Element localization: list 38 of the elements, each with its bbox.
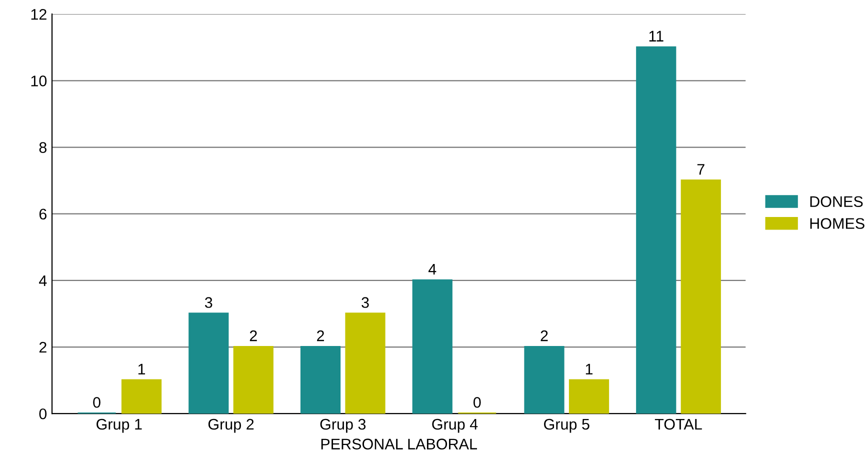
y-tick-label: 2 <box>39 342 46 353</box>
y-tick-label: 12 <box>31 8 46 20</box>
y-tick-label: 8 <box>39 142 46 153</box>
bar <box>188 312 229 414</box>
legend-label: DONES <box>810 196 863 208</box>
bar <box>412 279 452 414</box>
data-label: 3 <box>362 297 369 308</box>
data-label: 2 <box>317 330 324 342</box>
bar <box>636 46 676 414</box>
data-label: 1 <box>586 364 593 374</box>
x-tick-label: Grup 3 <box>320 418 366 433</box>
x-axis-title: PERSONAL LABORAL <box>321 438 477 450</box>
x-tick-label: Grup 4 <box>432 418 478 433</box>
legend-label: HOMES <box>810 218 864 229</box>
y-tick-label: 6 <box>39 208 46 220</box>
data-label: 3 <box>204 297 212 308</box>
bar <box>233 346 274 414</box>
y-tick-label: 0 <box>39 408 47 420</box>
bar <box>300 346 341 414</box>
bar <box>680 180 721 414</box>
data-label: 1 <box>138 364 146 374</box>
data-label: 2 <box>250 330 257 342</box>
bar <box>121 379 162 414</box>
x-tick-label: TOTAL <box>654 418 702 430</box>
data-label: 7 <box>697 164 704 175</box>
bar <box>568 379 610 414</box>
x-tick-label: Grup 2 <box>208 418 254 433</box>
data-label: 0 <box>93 396 100 408</box>
x-tick-label: Grup 1 <box>96 418 142 433</box>
bar <box>524 346 564 414</box>
data-label: 11 <box>649 30 664 42</box>
data-label: 0 <box>473 396 481 408</box>
data-label: 2 <box>540 330 548 342</box>
y-tick-label: 4 <box>39 275 47 286</box>
data-label: 4 <box>428 264 436 274</box>
y-tick-label: 10 <box>31 76 47 86</box>
bar <box>345 312 386 414</box>
x-tick-label: Grup 5 <box>544 418 590 433</box>
